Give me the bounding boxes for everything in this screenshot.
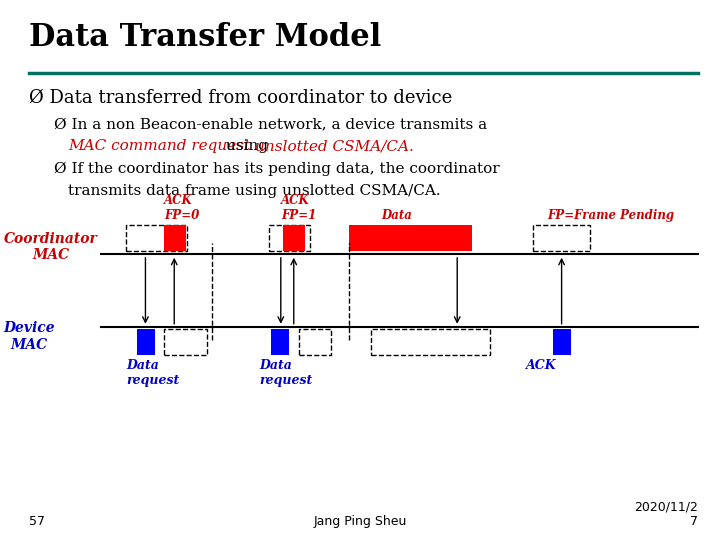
Text: Device
MAC: Device MAC bbox=[4, 321, 55, 352]
Bar bbox=[349, 225, 472, 251]
Bar bbox=[137, 329, 155, 355]
Bar bbox=[371, 329, 490, 355]
Text: Data
request: Data request bbox=[259, 359, 312, 387]
Text: ACK
FP=0: ACK FP=0 bbox=[164, 194, 199, 222]
Text: 57: 57 bbox=[29, 515, 45, 528]
Bar bbox=[164, 225, 186, 251]
Text: using: using bbox=[221, 139, 273, 153]
Bar bbox=[269, 225, 310, 251]
Bar bbox=[299, 329, 331, 355]
Bar bbox=[553, 329, 571, 355]
Text: Data Transfer Model: Data Transfer Model bbox=[29, 22, 381, 52]
Bar bbox=[283, 225, 305, 251]
Text: transmits data frame using unslotted CSMA/CA.: transmits data frame using unslotted CSM… bbox=[68, 184, 441, 198]
Text: ACK: ACK bbox=[526, 359, 557, 372]
Text: ACK
FP=1: ACK FP=1 bbox=[281, 194, 316, 222]
Text: MAC command request: MAC command request bbox=[68, 139, 251, 153]
Bar bbox=[533, 225, 590, 251]
Text: Data: Data bbox=[382, 210, 413, 222]
Text: unslotted CSMA/CA.: unslotted CSMA/CA. bbox=[255, 139, 414, 153]
Text: Coordinator
MAC: Coordinator MAC bbox=[4, 232, 97, 262]
Text: Ø If the coordinator has its pending data, the coordinator: Ø If the coordinator has its pending dat… bbox=[54, 162, 500, 176]
Text: Ø Data transferred from coordinator to device: Ø Data transferred from coordinator to d… bbox=[29, 89, 452, 107]
Text: 2020/11/2
7: 2020/11/2 7 bbox=[634, 500, 698, 528]
Text: Jang Ping Sheu: Jang Ping Sheu bbox=[313, 515, 407, 528]
Bar bbox=[271, 329, 289, 355]
Text: FP=Frame Pending: FP=Frame Pending bbox=[547, 210, 675, 222]
Bar bbox=[126, 225, 187, 251]
Text: Data
request: Data request bbox=[126, 359, 179, 387]
Bar bbox=[164, 329, 207, 355]
Text: Ø In a non Beacon-enable network, a device transmits a: Ø In a non Beacon-enable network, a devi… bbox=[54, 118, 487, 132]
